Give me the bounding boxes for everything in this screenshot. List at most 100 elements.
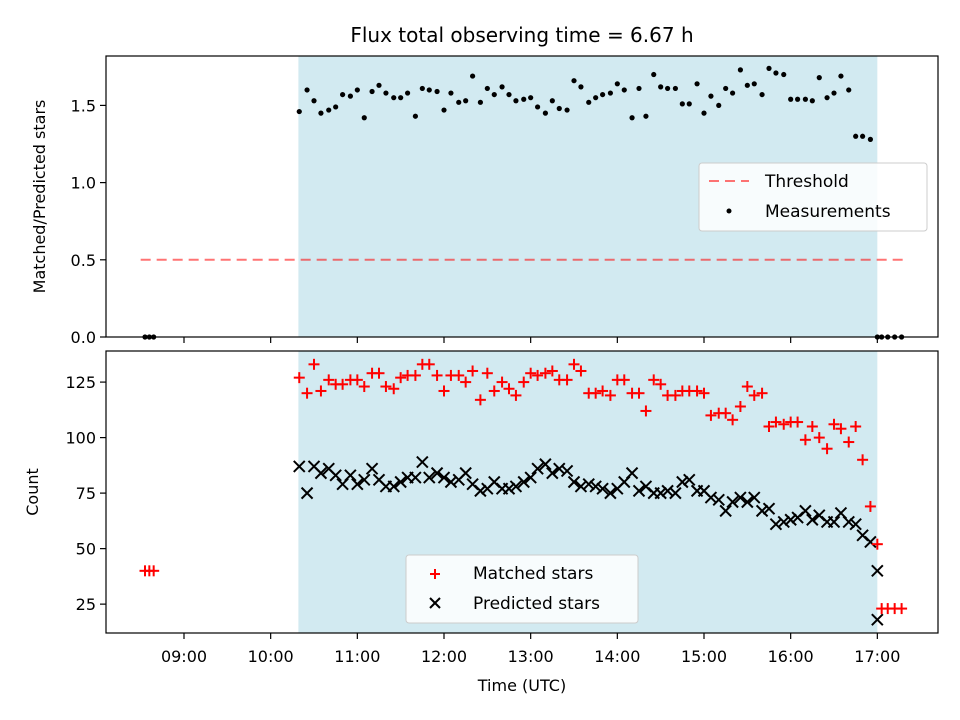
matched-star-point [351, 374, 363, 386]
predicted-star-point [365, 462, 379, 475]
legend-predicted-swatch [429, 597, 441, 609]
matched-star-point [828, 418, 840, 430]
matched-star-point [518, 376, 530, 388]
measurement-point [463, 98, 469, 104]
matched-star-point [741, 381, 753, 393]
predicted-star-point [553, 462, 566, 475]
matched-star-point [308, 358, 320, 370]
measurement-point [521, 96, 527, 102]
matched-star-point [568, 358, 580, 370]
matched-star-point [561, 374, 573, 386]
measurement-point [730, 90, 736, 96]
matched-star-point [734, 401, 746, 413]
matched-star-point [395, 372, 407, 384]
measurement-point [781, 71, 787, 78]
matched-star-point [770, 416, 782, 428]
measurement-point [398, 95, 404, 101]
measurement-point [361, 115, 367, 121]
measurement-point [556, 105, 562, 112]
measurement-point [672, 85, 679, 92]
matched-star-point [763, 420, 775, 432]
x-tick-label: 11:00 [334, 647, 380, 666]
predicted-star-point [704, 491, 718, 504]
matched-star-point [806, 420, 818, 432]
matched-star-point [373, 367, 385, 379]
matched-star-point [633, 387, 645, 399]
predicted-star-point [632, 484, 646, 498]
predicted-star-point [799, 504, 812, 518]
predicted-star-point [769, 517, 783, 531]
predicted-star-point [509, 480, 523, 493]
matched-star-point [720, 407, 732, 419]
matched-star-point [510, 389, 522, 401]
measurement-point [716, 102, 722, 109]
measurement-point [369, 88, 375, 95]
predicted-star-point [314, 466, 328, 480]
legend-measurements-label: Measurements [765, 202, 891, 222]
matched-star-point [792, 416, 804, 428]
predicted-star-point [474, 484, 487, 498]
measurement-point [340, 91, 346, 98]
matched-star-point [301, 387, 313, 399]
measurement-point [564, 107, 570, 113]
x-tick-label: 09:00 [161, 647, 207, 666]
matched-star-point [640, 405, 652, 417]
measurement-point [651, 71, 657, 78]
top-ytick-label: 0.5 [71, 251, 96, 270]
matched-star-point [896, 603, 908, 615]
matched-star-point [843, 436, 855, 448]
matched-star-point [148, 565, 160, 577]
matched-star-point [850, 420, 862, 432]
matched-star-point [539, 367, 551, 379]
matched-star-point [503, 383, 515, 395]
bottom-panel: 25 50 75 100 125 09:00 10:00 11:00 12:00 13:00 14… [23, 350, 939, 695]
matched-star-point [409, 369, 421, 381]
measurement-point [470, 73, 476, 79]
measurement-point [318, 110, 324, 116]
matched-star-point [748, 389, 760, 401]
matched-star-point [618, 374, 630, 386]
top-ytick-label: 1.5 [71, 96, 96, 115]
measurement-point [643, 113, 649, 119]
predicted-star-point [351, 478, 364, 491]
matched-star-point [323, 374, 335, 386]
measurement-point [426, 87, 432, 93]
x-tick-label: 12:00 [421, 647, 467, 666]
matched-star-point [698, 387, 710, 399]
matched-star-point [871, 538, 883, 550]
predicted-star-point [409, 471, 422, 484]
measurement-point [383, 90, 389, 96]
measurement-point [391, 95, 397, 101]
matched-star-point [813, 432, 825, 444]
predicted-star-point [676, 475, 689, 489]
bottom-ytick-label: 50 [76, 540, 96, 559]
matched-star-point [590, 387, 602, 399]
measurement-point [405, 90, 411, 96]
chart-title: Flux total observing time = 6.67 h [350, 23, 693, 47]
matched-star-point [864, 500, 876, 512]
x-tick-label: 17:00 [854, 647, 900, 666]
predicted-star-point [546, 466, 559, 480]
measurement-point [600, 91, 606, 98]
predicted-star-point [531, 462, 544, 475]
measurement-point [759, 91, 765, 98]
measurement-point [816, 75, 822, 81]
matched-star-point [315, 385, 327, 397]
measurement-point [354, 87, 360, 93]
measurement-point [326, 107, 332, 113]
measurement-point [831, 90, 837, 96]
predicted-star-point [444, 475, 458, 489]
predicted-star-point [661, 484, 674, 498]
matched-star-point [431, 369, 443, 381]
predicted-star-point [293, 460, 306, 473]
bottom-y-axis-label: Count [23, 468, 42, 516]
predicted-star-point [329, 469, 342, 482]
measurement-point [846, 87, 852, 93]
measurement-point [686, 101, 692, 107]
predicted-star-point [827, 515, 841, 529]
matched-star-point [691, 385, 703, 397]
matched-star-point [705, 409, 717, 421]
matched-star-point [821, 443, 833, 455]
matched-star-point [857, 454, 869, 466]
matched-star-point [467, 365, 479, 377]
